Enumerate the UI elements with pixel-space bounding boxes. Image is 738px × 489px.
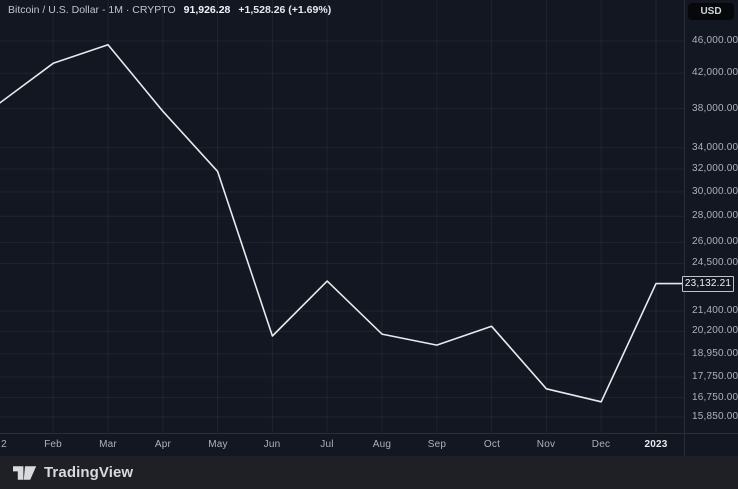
tradingview-wordmark: TradingView [44, 464, 134, 481]
symbol-legend[interactable]: Bitcoin / U.S. Dollar - 1M · CRYPTO 91,9… [8, 4, 331, 17]
price-tick-label: 26,000.00 [692, 236, 738, 247]
time-tick-label: May [208, 439, 228, 450]
price-axis[interactable]: 46,000.00 42,000.00 38,000.00 34,000.00 32,0… [684, 0, 738, 456]
price-change: +1,528.26 (+1.69%) [238, 4, 332, 16]
time-tick-label: 2023 [644, 439, 668, 450]
price-tick-label: 15,850.00 [692, 411, 738, 422]
price-tick-label: 30,000.00 [692, 186, 738, 197]
time-tick-label: Apr [154, 439, 172, 450]
last-price-tag-label: 23,132.21 [684, 278, 732, 289]
last-price-tag: 23,132.21 [682, 276, 734, 292]
price-tick-label: 34,000.00 [692, 142, 738, 153]
time-tick-label: Feb [44, 439, 62, 450]
tradingview-logo[interactable]: TradingView [13, 464, 133, 481]
price-tick-label: 28,000.00 [692, 210, 738, 221]
price-tick-label: 46,000.00 [692, 35, 738, 46]
time-tick-label: 2 [1, 439, 7, 450]
time-tick-label: Mar [99, 439, 117, 450]
time-axis[interactable]: 2 Feb Mar Apr May Jun Jul Aug Sep Oct Nov Dec 2023 [0, 433, 738, 456]
time-tick-label: Sep [427, 439, 447, 450]
price-line-chart[interactable] [0, 0, 684, 433]
time-tick-label: Jul [320, 439, 334, 450]
price-tick-label: 32,000.00 [692, 163, 738, 174]
price-tick-label: 20,200.00 [692, 325, 738, 336]
price-tick-label: 38,000.00 [692, 103, 738, 114]
last-price-value: 91,926.28 [183, 4, 231, 16]
price-tick-label: 17,750.00 [692, 371, 738, 382]
time-tick-label: Jun [263, 439, 281, 450]
price-tick-label: 24,500.00 [692, 257, 738, 268]
time-tick-label: Aug [372, 439, 392, 450]
currency-toggle-button[interactable]: USD [688, 3, 734, 20]
price-tick-label: 42,000.00 [692, 67, 738, 78]
tradingview-mark-icon [13, 465, 37, 480]
time-tick-label: Oct [483, 439, 501, 450]
time-tick-label: Dec [591, 439, 611, 450]
footer-bar: TradingView [0, 456, 738, 489]
price-tick-label: 18,950.00 [692, 348, 738, 359]
price-tick-label: 16,750.00 [692, 392, 738, 403]
time-tick-label: Nov [536, 439, 556, 450]
symbol-title[interactable]: Bitcoin / U.S. Dollar - 1M · CRYPTO [8, 4, 176, 16]
price-tick-label: 21,400.00 [692, 305, 738, 316]
